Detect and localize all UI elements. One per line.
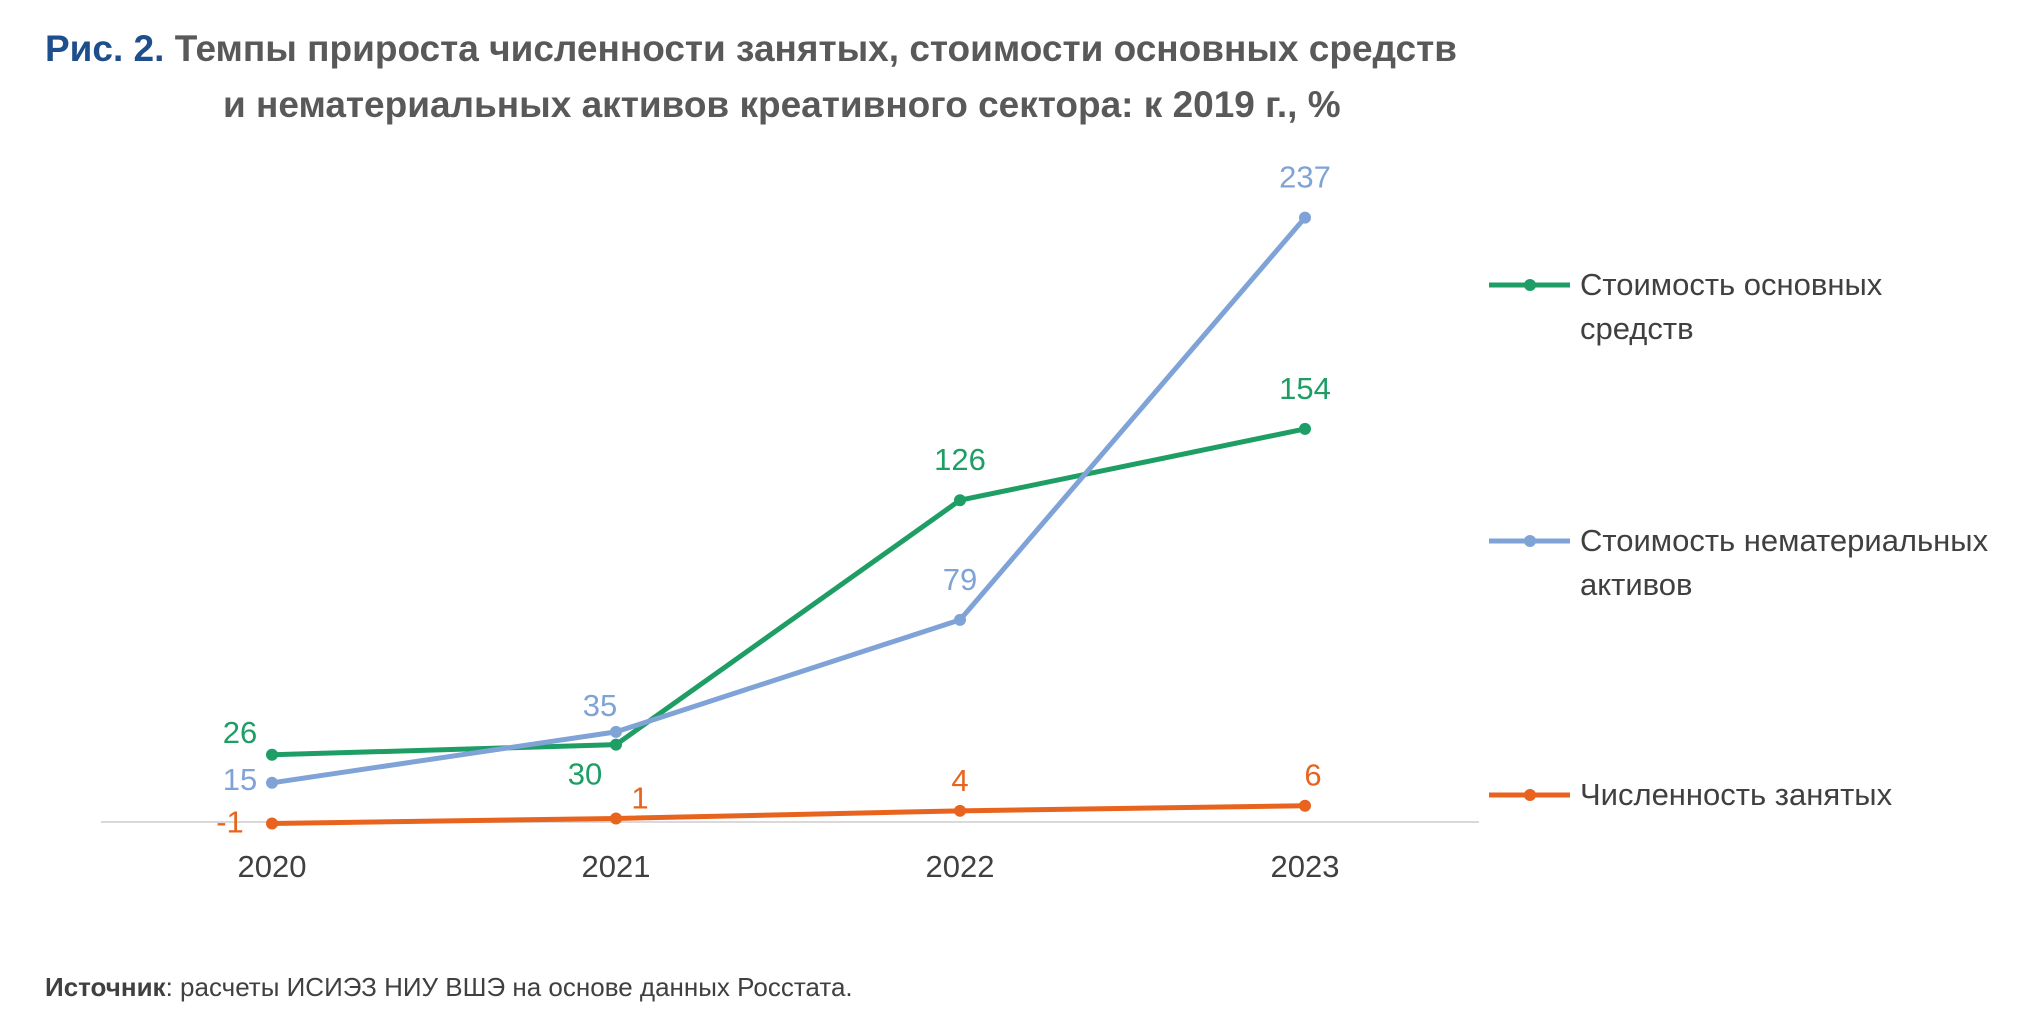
series-line xyxy=(271,215,1307,786)
figure-label: Рис. 2. xyxy=(45,28,165,69)
data-label: 1 xyxy=(631,780,648,815)
x-tick-label: 2020 xyxy=(238,849,307,884)
data-point xyxy=(266,817,278,830)
data-point xyxy=(954,804,966,817)
data-label: 79 xyxy=(943,562,977,597)
data-label: 237 xyxy=(1279,160,1331,195)
data-point xyxy=(1299,211,1311,224)
data-point xyxy=(610,725,622,738)
data-label: 154 xyxy=(1279,371,1331,406)
chart-title-line1: Рис. 2. Темпы прироста численности занят… xyxy=(45,28,1457,70)
data-label: -1 xyxy=(216,805,244,840)
data-label: 30 xyxy=(568,757,602,792)
legend-swatch-marker xyxy=(1524,535,1536,547)
data-point xyxy=(266,776,278,789)
source-text: : расчеты ИСИЭЗ НИУ ВШЭ на основе данных… xyxy=(165,972,853,1002)
title-text-line1: Темпы прироста численности занятых, стои… xyxy=(174,28,1457,69)
data-point xyxy=(610,812,622,825)
data-label: 15 xyxy=(223,762,257,797)
data-point xyxy=(1299,799,1311,812)
data-label: 35 xyxy=(583,688,617,723)
data-point xyxy=(1299,422,1311,435)
legend-swatch-marker xyxy=(1524,279,1536,291)
data-label: 4 xyxy=(951,763,968,798)
data-point xyxy=(954,494,966,507)
x-tick-label: 2023 xyxy=(1271,849,1340,884)
legend-label-intangible-assets: Стоимость нематериальных активов xyxy=(1580,523,1989,602)
data-label: 6 xyxy=(1304,758,1321,793)
x-tick-label: 2022 xyxy=(926,849,995,884)
data-point xyxy=(610,738,622,751)
data-point xyxy=(266,748,278,761)
series-line xyxy=(271,803,1306,827)
source-label: Источник xyxy=(45,972,166,1002)
data-label: 126 xyxy=(934,442,986,477)
source-note: Источник: расчеты ИСИЭЗ НИУ ВШЭ на основ… xyxy=(45,972,853,1003)
legend-label-employment: Численность занятых xyxy=(1580,777,1893,812)
series-line xyxy=(271,426,1306,758)
x-tick-label: 2021 xyxy=(582,849,651,884)
data-label: 26 xyxy=(223,715,257,750)
legend-swatch-marker xyxy=(1524,789,1536,801)
legend-label-fixed-assets: Стоимость основных средств xyxy=(1580,267,1883,346)
chart-title-line2: и нематериальных активов креативного сек… xyxy=(223,84,1341,125)
data-point xyxy=(954,613,966,626)
